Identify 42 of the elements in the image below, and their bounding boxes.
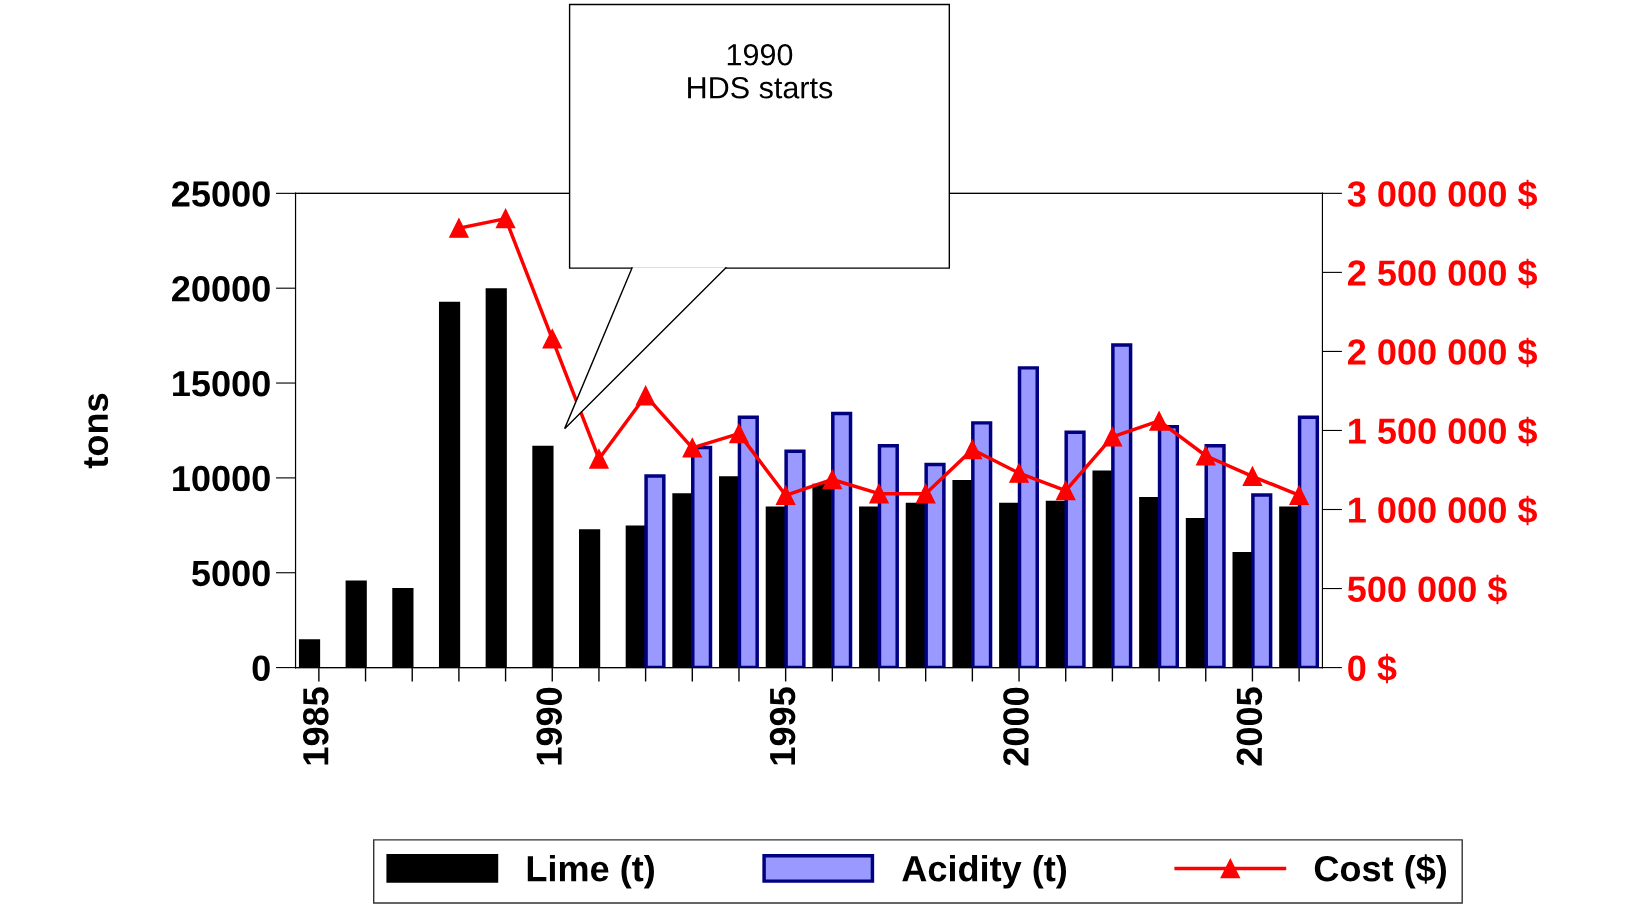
point xyxy=(1055,480,1076,501)
point xyxy=(729,423,749,444)
point xyxy=(682,438,703,458)
point xyxy=(449,218,469,238)
point xyxy=(869,483,889,504)
x-tick-label: 1985 xyxy=(302,687,329,765)
y-tick-label: 15000 xyxy=(173,370,270,397)
point xyxy=(1196,446,1216,466)
y2-tick-label: 500 000 $ xyxy=(1347,574,1507,605)
point xyxy=(1242,466,1263,487)
y2-tick-label: 1 500 000 $ xyxy=(1349,416,1538,447)
y2-tick-label: 3 000 000 $ xyxy=(1347,179,1538,210)
x-tick-label: 2005 xyxy=(1236,687,1263,766)
legend-label: Cost ($) xyxy=(1314,854,1446,889)
point xyxy=(1289,485,1309,505)
point xyxy=(635,385,656,406)
point xyxy=(1149,411,1169,431)
y2-tick-label: 2 000 000 $ xyxy=(1348,337,1538,368)
point xyxy=(495,208,516,229)
y-axis-title: tons xyxy=(84,393,109,469)
point xyxy=(1009,463,1029,483)
point xyxy=(915,483,936,504)
y-tick-label: 20000 xyxy=(172,276,270,302)
x-tick-label: 1990 xyxy=(536,687,562,765)
point xyxy=(589,449,609,469)
legend-label: Lime (t) xyxy=(527,854,654,889)
y-tick-label: 10000 xyxy=(173,465,270,492)
y2-tick-label: 1 000 000 $ xyxy=(1349,495,1538,526)
point xyxy=(822,469,843,490)
y2-tick-label: 2 500 000 $ xyxy=(1348,258,1538,289)
y-tick-label: 25000 xyxy=(172,181,270,207)
x-tick-label: 2000 xyxy=(1003,687,1029,766)
x-tick-label: 1995 xyxy=(769,687,796,765)
y-tick-label: 5000 xyxy=(192,560,270,587)
y2-tick-label: 0 $ xyxy=(1348,653,1397,684)
y-tick-label: 0 xyxy=(252,655,270,682)
point xyxy=(962,439,983,460)
point xyxy=(1102,427,1123,447)
legend-label: Acidity (t) xyxy=(902,854,1067,889)
text: 1990 HDS starts xyxy=(688,43,833,99)
point xyxy=(542,329,562,349)
point xyxy=(775,485,796,505)
